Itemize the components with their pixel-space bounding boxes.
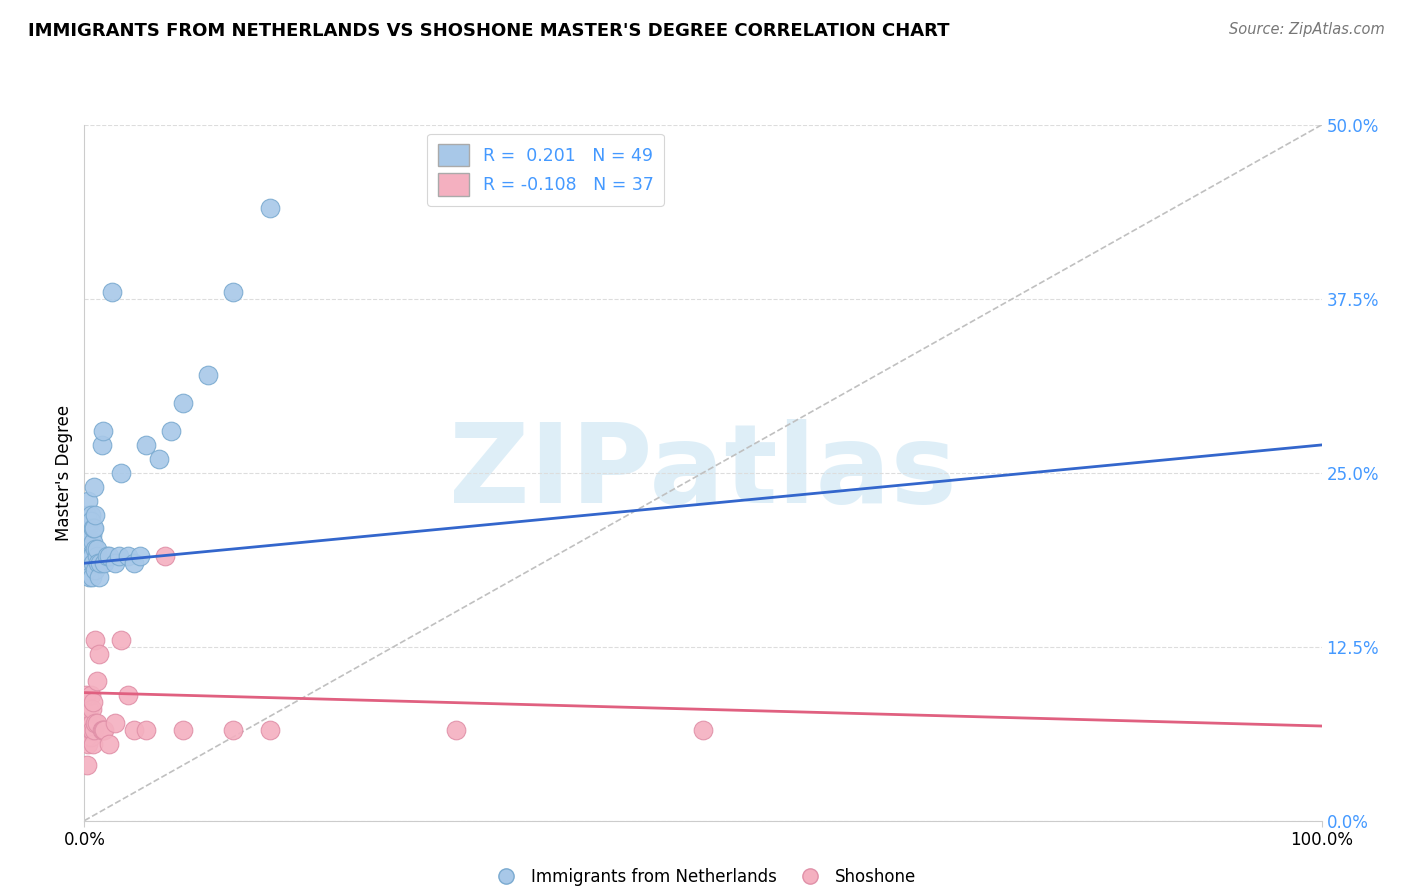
Y-axis label: Master's Degree: Master's Degree	[55, 405, 73, 541]
Point	[82, 737, 104, 751]
Point	[79, 723, 101, 738]
Point	[79, 730, 101, 744]
Point	[80, 528, 103, 542]
Point	[91, 424, 114, 438]
Point	[259, 723, 281, 738]
Point	[80, 723, 103, 738]
Point	[79, 549, 101, 564]
Point	[80, 702, 103, 716]
Point	[98, 549, 121, 564]
Point	[83, 521, 105, 535]
Point	[77, 493, 100, 508]
Point	[160, 424, 183, 438]
Point	[104, 716, 127, 731]
Point	[80, 549, 103, 564]
Point	[100, 285, 122, 299]
Point	[148, 451, 170, 466]
Point	[86, 549, 108, 564]
Point	[93, 556, 115, 570]
Point	[77, 521, 100, 535]
Point	[76, 758, 98, 772]
Point	[444, 723, 467, 738]
Point	[77, 716, 100, 731]
Point	[117, 549, 139, 564]
Point	[87, 556, 110, 570]
Point	[122, 556, 145, 570]
Point	[172, 723, 194, 738]
Point	[135, 438, 157, 452]
Point	[82, 556, 104, 570]
Point	[98, 737, 121, 751]
Point	[117, 689, 139, 703]
Point	[197, 368, 219, 383]
Point	[75, 549, 97, 564]
Point	[79, 549, 101, 564]
Point	[79, 689, 101, 703]
Point	[75, 716, 97, 731]
Point	[692, 723, 714, 738]
Point	[90, 438, 112, 452]
Point	[79, 535, 101, 549]
Point	[75, 521, 97, 535]
Point	[89, 647, 111, 661]
Point	[222, 285, 245, 299]
Point	[84, 508, 107, 522]
Point	[96, 549, 118, 564]
Point	[122, 723, 145, 738]
Point	[76, 730, 98, 744]
Point	[77, 737, 100, 751]
Point	[172, 396, 194, 410]
Point	[75, 689, 97, 703]
Point	[77, 542, 100, 557]
Point	[79, 515, 101, 529]
Legend: Immigrants from Netherlands, Shoshone: Immigrants from Netherlands, Shoshone	[482, 861, 924, 892]
Point	[84, 542, 107, 557]
Point	[76, 563, 98, 577]
Point	[83, 723, 105, 738]
Point	[222, 723, 245, 738]
Point	[79, 508, 101, 522]
Point	[84, 632, 107, 647]
Point	[79, 702, 101, 716]
Point	[86, 674, 108, 689]
Point	[84, 563, 107, 577]
Point	[76, 508, 98, 522]
Point	[79, 570, 101, 584]
Point	[91, 723, 114, 738]
Point	[84, 716, 107, 731]
Point	[108, 549, 131, 564]
Point	[89, 556, 111, 570]
Point	[82, 535, 104, 549]
Point	[83, 480, 105, 494]
Point	[90, 723, 112, 738]
Text: Source: ZipAtlas.com: Source: ZipAtlas.com	[1229, 22, 1385, 37]
Point	[135, 723, 157, 738]
Text: ZIPatlas: ZIPatlas	[449, 419, 957, 526]
Point	[82, 521, 104, 535]
Point	[82, 695, 104, 709]
Point	[79, 723, 101, 738]
Point	[110, 632, 132, 647]
Point	[104, 556, 127, 570]
Point	[89, 570, 111, 584]
Point	[129, 549, 152, 564]
Point	[93, 723, 115, 738]
Point	[79, 535, 101, 549]
Point	[80, 570, 103, 584]
Point	[86, 716, 108, 731]
Point	[86, 542, 108, 557]
Point	[259, 202, 281, 216]
Point	[110, 466, 132, 480]
Point	[153, 549, 176, 564]
Text: IMMIGRANTS FROM NETHERLANDS VS SHOSHONE MASTER'S DEGREE CORRELATION CHART: IMMIGRANTS FROM NETHERLANDS VS SHOSHONE …	[28, 22, 949, 40]
Point	[80, 716, 103, 731]
